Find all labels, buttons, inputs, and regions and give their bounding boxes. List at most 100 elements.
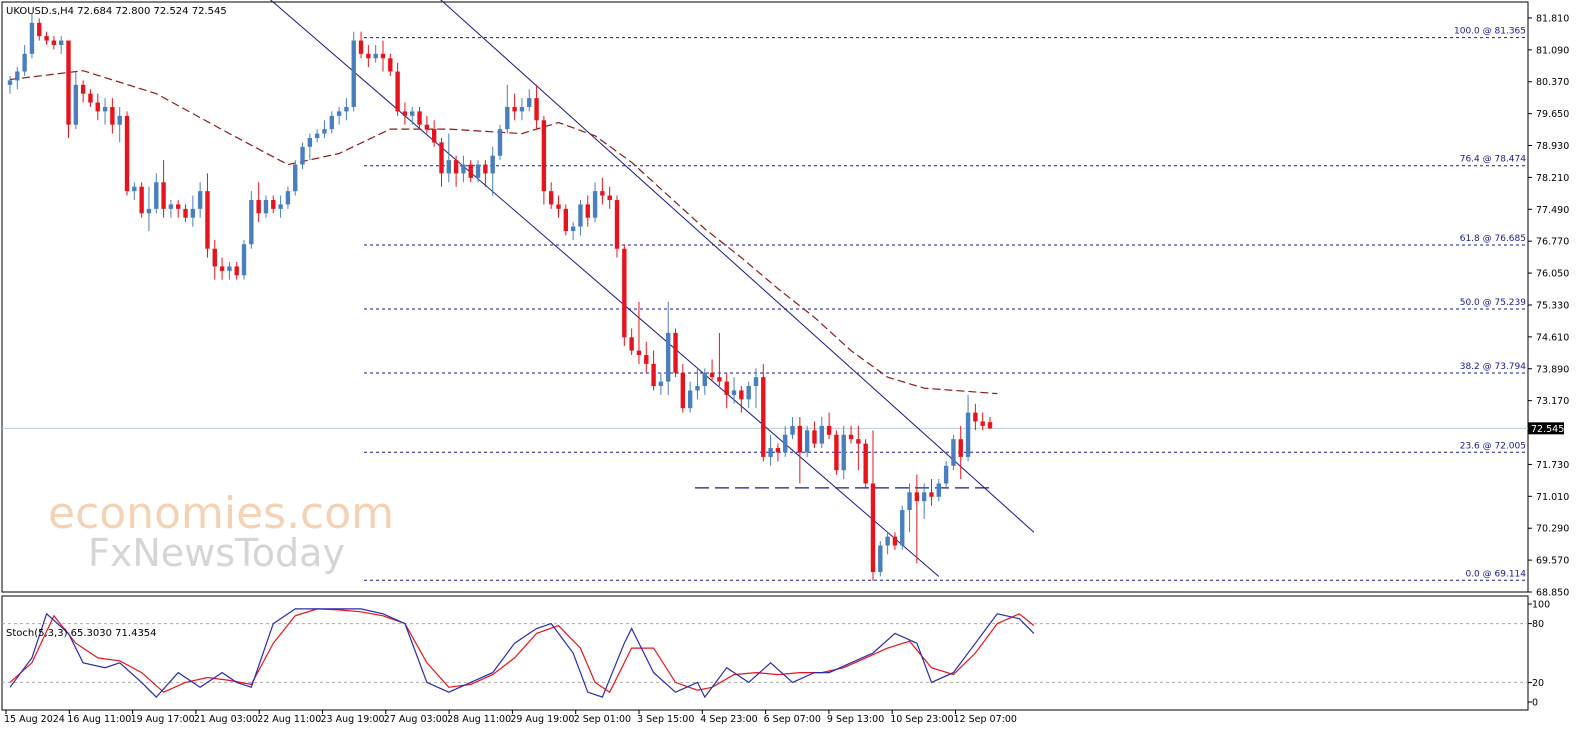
candle[interactable]: [73, 71, 79, 130]
candle[interactable]: [95, 93, 100, 121]
candle[interactable]: [373, 44, 378, 63]
candle[interactable]: [183, 204, 188, 223]
candle[interactable]: [66, 40, 71, 138]
candle[interactable]: [826, 412, 832, 440]
candle[interactable]: [812, 421, 817, 449]
candle[interactable]: [797, 417, 803, 484]
candle[interactable]: [117, 106, 122, 143]
candle[interactable]: [724, 372, 729, 409]
candle[interactable]: [322, 120, 327, 138]
candle[interactable]: [249, 191, 254, 249]
candle[interactable]: [110, 98, 115, 134]
candle[interactable]: [410, 106, 415, 125]
candle[interactable]: [7, 75, 13, 94]
candle[interactable]: [666, 301, 671, 395]
candle[interactable]: [629, 328, 634, 356]
candle[interactable]: [161, 160, 166, 218]
candle[interactable]: [914, 474, 920, 564]
candle[interactable]: [446, 133, 451, 183]
candle[interactable]: [644, 341, 649, 373]
candle[interactable]: [534, 84, 539, 130]
candle[interactable]: [168, 199, 174, 218]
candle[interactable]: [907, 483, 912, 533]
candle[interactable]: [731, 377, 737, 404]
candle[interactable]: [804, 425, 810, 457]
main-chart-panel[interactable]: 81.810 81.090 80.370 79.650 78.930 78.210 77.4…: [1, 0, 1569, 599]
candle[interactable]: [241, 239, 247, 280]
candle[interactable]: [512, 93, 517, 121]
candle[interactable]: [219, 257, 225, 280]
candle[interactable]: [578, 199, 583, 236]
candle[interactable]: [461, 155, 466, 183]
candle[interactable]: [402, 102, 408, 125]
candle[interactable]: [848, 425, 854, 444]
candle[interactable]: [878, 541, 883, 577]
candle[interactable]: [380, 40, 386, 72]
candle[interactable]: [900, 505, 905, 550]
candle[interactable]: [490, 146, 495, 196]
candle[interactable]: [351, 31, 356, 112]
candle[interactable]: [541, 115, 547, 205]
candle[interactable]: [358, 31, 364, 59]
candle[interactable]: [51, 36, 57, 50]
candle[interactable]: [687, 381, 693, 413]
candle[interactable]: [293, 160, 298, 196]
candle[interactable]: [395, 62, 400, 116]
candle[interactable]: [929, 479, 934, 506]
candle[interactable]: [761, 363, 766, 462]
candle[interactable]: [709, 359, 715, 382]
candle[interactable]: [146, 186, 152, 232]
channel-line[interactable]: [259, 0, 940, 577]
candle[interactable]: [600, 177, 605, 205]
candle[interactable]: [819, 417, 824, 449]
candle[interactable]: [468, 160, 473, 183]
candle[interactable]: [329, 111, 334, 134]
candle[interactable]: [958, 425, 963, 480]
candle[interactable]: [556, 195, 561, 218]
candle[interactable]: [285, 186, 291, 209]
candle[interactable]: [227, 262, 232, 280]
candle[interactable]: [388, 53, 393, 76]
candle[interactable]: [702, 368, 707, 395]
candle[interactable]: [483, 160, 488, 187]
candle[interactable]: [475, 160, 481, 183]
candle[interactable]: [987, 417, 993, 430]
candle[interactable]: [570, 222, 576, 240]
candle[interactable]: [592, 182, 598, 223]
candle[interactable]: [124, 111, 130, 196]
candle[interactable]: [417, 106, 422, 130]
candle[interactable]: [863, 439, 868, 488]
candle[interactable]: [951, 434, 956, 471]
candle[interactable]: [139, 182, 144, 218]
candle[interactable]: [307, 133, 313, 161]
candle[interactable]: [44, 31, 49, 45]
candle[interactable]: [271, 195, 276, 214]
candle[interactable]: [636, 301, 642, 364]
candle[interactable]: [15, 67, 20, 90]
candle[interactable]: [885, 532, 890, 555]
candle[interactable]: [695, 368, 700, 400]
candle[interactable]: [856, 425, 861, 471]
candle[interactable]: [80, 80, 86, 103]
candle[interactable]: [176, 199, 181, 218]
candle[interactable]: [314, 129, 320, 143]
candle[interactable]: [88, 89, 93, 107]
candle[interactable]: [607, 186, 612, 209]
candle[interactable]: [943, 461, 949, 488]
candle[interactable]: [936, 479, 941, 502]
candle[interactable]: [263, 195, 269, 218]
channel-line[interactable]: [427, 0, 1035, 533]
candle[interactable]: [197, 182, 203, 218]
candle[interactable]: [892, 532, 898, 550]
candle[interactable]: [527, 89, 532, 112]
candle[interactable]: [278, 195, 283, 218]
candle[interactable]: [614, 195, 620, 258]
candle[interactable]: [336, 106, 342, 125]
candle[interactable]: [783, 425, 788, 457]
candle[interactable]: [768, 434, 773, 466]
candle[interactable]: [622, 244, 627, 347]
candle[interactable]: [775, 443, 781, 462]
candle[interactable]: [965, 394, 971, 462]
candle[interactable]: [212, 239, 217, 280]
